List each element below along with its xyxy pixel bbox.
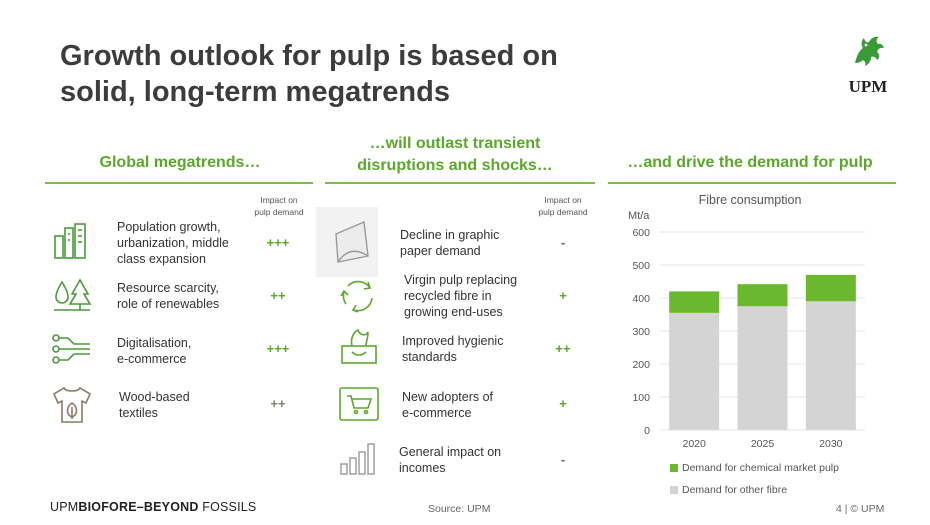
recycle-icon [340,280,373,313]
column-2-title-line2: disruptions and shocks… [357,157,553,174]
megatrend-label-digitalisation: Digitalisation, e-commerce [117,335,191,367]
upm-logo: UPM [842,33,894,96]
disruption-label-graphic-paper: Decline in graphic paper demand [400,227,499,259]
impact-population: +++ [266,235,290,250]
impact-digitalisation: +++ [266,341,290,356]
legend-item-other-fibre: Demand for other fibre [670,484,787,496]
bar-chemical-pulp [669,291,720,313]
megatrend-line: role of renewables [117,297,220,311]
impact-header-line2: pulp demand [254,207,304,217]
column-1-divider [45,182,313,184]
bar-other-fibre [805,301,856,430]
impact-hygienic: ++ [555,341,571,356]
paper-icon [335,220,369,263]
footer-brand-fossils: FOSSILS [198,500,257,514]
megatrend-line: class expansion [117,252,206,266]
footer-brand-biofore: BIOFORE [78,500,137,514]
source-note: Source: UPM [428,503,491,515]
network-icon [52,334,90,364]
impact-textiles: ++ [270,396,286,411]
bar-other-fibre [669,312,720,430]
page-number: 4 | © UPM [836,503,885,515]
footer-brand-beyond: –BEYOND [136,500,199,514]
logo-text: UPM [848,77,888,96]
y-tick-label: 600 [632,227,650,239]
slide-title-line2: solid, long-term megatrends [60,76,450,108]
impact-incomes: - [560,452,566,467]
y-tick-label: 100 [632,392,650,404]
chart-title: Fibre consumption [698,193,802,207]
bar-chemical-pulp [737,284,788,307]
y-tick-label: 400 [632,293,650,305]
disruption-line: Improved hygienic [402,334,504,348]
megatrend-line: Population growth, [117,220,221,234]
y-tick-label: 0 [644,425,650,437]
column-2-divider [325,182,595,184]
impact-resource: ++ [270,288,286,303]
impact-ecommerce: + [559,396,567,411]
disruption-line: Decline in graphic [400,228,500,242]
y-tick-label: 200 [632,359,650,371]
impact-graphic-paper: - [560,235,566,250]
footer-brand-upm: UPM [50,500,79,514]
tshirt-icon [52,386,92,423]
column-3-title: …and drive the demand for pulp [627,154,873,171]
disruption-line: New adopters of [402,390,494,404]
slide-title: Growth outlook for pulp is based on soli… [60,38,680,110]
disruption-label-hygienic: Improved hygienic standards [402,333,503,365]
disruption-label-incomes: General impact on incomes [399,444,501,476]
megatrend-label-resource: Resource scarcity, role of renewables [117,280,219,312]
tissue-box-icon [341,328,377,364]
column-1-title: Global megatrends… [99,154,261,171]
y-tick-label: 300 [632,326,650,338]
griffin-icon [855,36,884,66]
disruption-label-ecommerce: New adopters of e-commerce [402,389,493,421]
bar-other-fibre [737,306,788,430]
column-2-title-line1: …will outlast transient [369,135,541,152]
impact-header-line2: pulp demand [538,207,588,217]
water-tree-icon [54,278,92,311]
megatrend-line: Resource scarcity, [117,281,219,295]
megatrend-label-textiles: Wood-based textiles [119,389,190,421]
shopping-cart-icon [339,387,379,421]
column-3-divider [608,182,896,184]
legend-swatch-chemical-pulp [670,464,678,472]
megatrend-line: textiles [119,406,158,420]
disruption-line: growing end-uses [404,305,503,319]
legend-swatch-other-fibre [670,486,678,494]
impact-virgin-pulp: + [559,288,567,303]
disruption-line: e-commerce [402,406,472,420]
bar-growth-icon [340,443,375,475]
x-tick-label: 2025 [751,438,775,450]
megatrend-line: e-commerce [117,352,187,366]
bar-chemical-pulp [805,274,856,302]
impact-header-line1: Impact on [260,195,298,205]
disruption-line: standards [402,350,457,364]
megatrend-line: urbanization, middle [117,236,229,250]
x-tick-label: 2020 [682,438,706,450]
impact-header-col1: Impact on pulp demand [246,194,312,218]
impact-header-line1: Impact on [544,195,582,205]
impact-header-col2: Impact on pulp demand [530,194,596,218]
disruption-line: paper demand [400,244,481,258]
footer-brand: UPMBIOFORE–BEYOND FOSSILS [50,500,256,514]
megatrend-label-population: Population growth, urbanization, middle … [117,219,229,267]
x-tick-label: 2030 [819,438,843,450]
legend-label-other-fibre: Demand for other fibre [682,484,788,496]
city-icon [54,223,86,259]
disruption-line: incomes [399,461,446,475]
disruption-line: recycled fibre in [404,289,492,303]
slide-title-line1: Growth outlook for pulp is based on [60,40,558,72]
column-2-title: …will outlast transient disruptions and … [330,133,580,177]
disruption-line: General impact on [399,445,502,459]
y-axis-label: Mt/a [628,210,650,222]
legend-item-chemical-pulp: Demand for chemical market pulp [670,462,839,474]
fibre-consumption-chart: 0 100 200 300 400 500 600 2020 2025 2030 [632,227,865,450]
megatrend-line: Wood-based [119,390,190,404]
megatrend-line: Digitalisation, [117,336,192,350]
disruption-label-virgin-pulp: Virgin pulp replacing recycled fibre in … [404,272,517,320]
y-tick-label: 500 [632,260,650,272]
legend-label-chemical-pulp: Demand for chemical market pulp [682,462,839,474]
disruption-line: Virgin pulp replacing [404,273,518,287]
